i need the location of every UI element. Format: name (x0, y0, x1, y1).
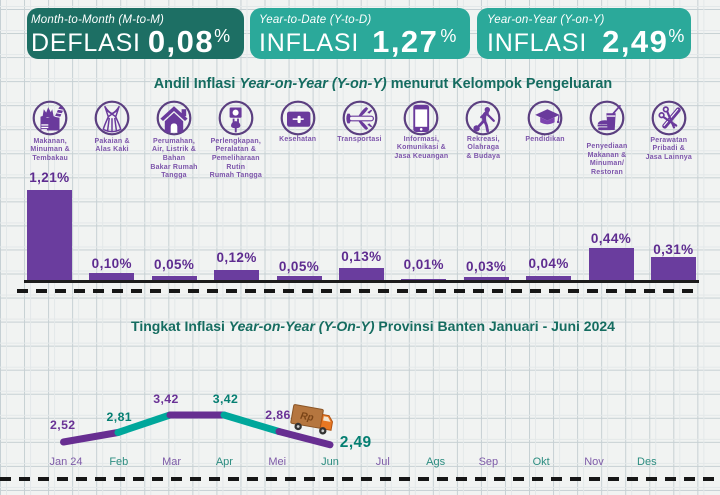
svg-text:Rp: Rp (299, 411, 314, 424)
